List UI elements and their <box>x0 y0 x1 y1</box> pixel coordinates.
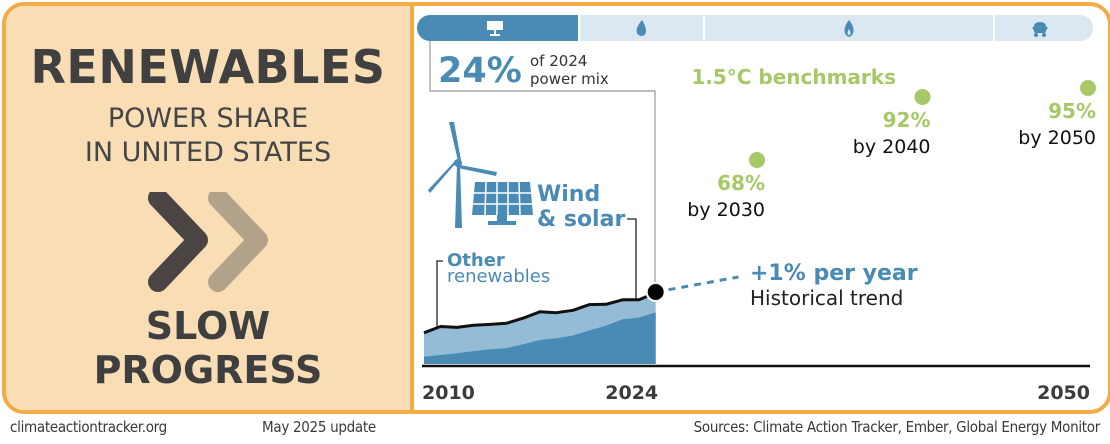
trend-line <box>655 275 739 294</box>
benchmark-year-2030: by 2030 <box>687 199 765 221</box>
current-value-dot <box>645 282 666 302</box>
wind-solar-label-2: & solar <box>537 207 625 232</box>
coal-cart-icon <box>1032 22 1048 37</box>
left-panel: RENEWABLES POWER SHARE IN UNITED STATES … <box>6 6 414 410</box>
benchmark-dot-2050 <box>1080 80 1096 96</box>
trend-label: Historical trend <box>750 286 903 310</box>
callout-line-2: power mix <box>530 70 609 88</box>
infographic-frame: RENEWABLES POWER SHARE IN UNITED STATES … <box>2 2 1110 414</box>
line-total-renewables <box>423 291 657 335</box>
footer-sources: Sources: Climate Action Tracker, Ember, … <box>693 418 1101 436</box>
double-chevron-icon <box>148 192 268 292</box>
callout-value: 24% <box>438 51 522 91</box>
trend-value: +1% per year <box>750 261 918 286</box>
wind-solar-label-1: Wind <box>537 182 600 207</box>
benchmark-dot-2030 <box>749 152 765 168</box>
benchmark-value-2040: 92% <box>883 108 931 132</box>
benchmark-dot-2040 <box>914 89 931 105</box>
subtitle-line-2: IN UNITED STATES <box>84 137 332 168</box>
wind-turbine-icon <box>428 122 497 228</box>
x-tick-label-2024: 2024 <box>605 382 658 404</box>
other-renewables-label-1: Other <box>447 250 505 271</box>
benchmark-value-2030: 68% <box>717 171 765 195</box>
callout-leader <box>429 41 656 290</box>
benchmarks-title: 1.5°C benchmarks <box>691 65 896 89</box>
subtitle-line-1: POWER SHARE <box>107 103 309 134</box>
area-wind-solar <box>424 312 656 364</box>
status-line-1: SLOW <box>145 304 271 348</box>
other-renewables-label-2: renewables <box>447 266 550 287</box>
tab-bar <box>417 15 1093 41</box>
benchmark-year-2040: by 2040 <box>853 136 931 158</box>
flame-icon <box>844 20 854 37</box>
x-tick-label-2010: 2010 <box>422 382 475 404</box>
benchmark-year-2050: by 2050 <box>1018 127 1096 149</box>
solar-panel-illustration-icon <box>472 182 533 225</box>
solar-panel-grid <box>473 181 533 216</box>
main-title: RENEWABLES <box>30 40 386 94</box>
leaf-drop-icon <box>636 20 647 36</box>
benchmark-value-2050: 95% <box>1048 99 1096 123</box>
x-tick-label-2050: 2050 <box>1037 382 1090 404</box>
subtitle: POWER SHARE IN UNITED STATES <box>6 102 410 170</box>
status-line-2: PROGRESS <box>93 348 323 392</box>
footer-site[interactable]: climateactiontracker.org <box>10 418 167 436</box>
status-text: SLOW PROGRESS <box>6 304 410 392</box>
callout-line-1: of 2024 <box>530 52 587 70</box>
other-renewables-leader <box>436 260 443 349</box>
solar-panel-icon <box>487 21 503 36</box>
footer-update: May 2025 update <box>262 418 376 436</box>
